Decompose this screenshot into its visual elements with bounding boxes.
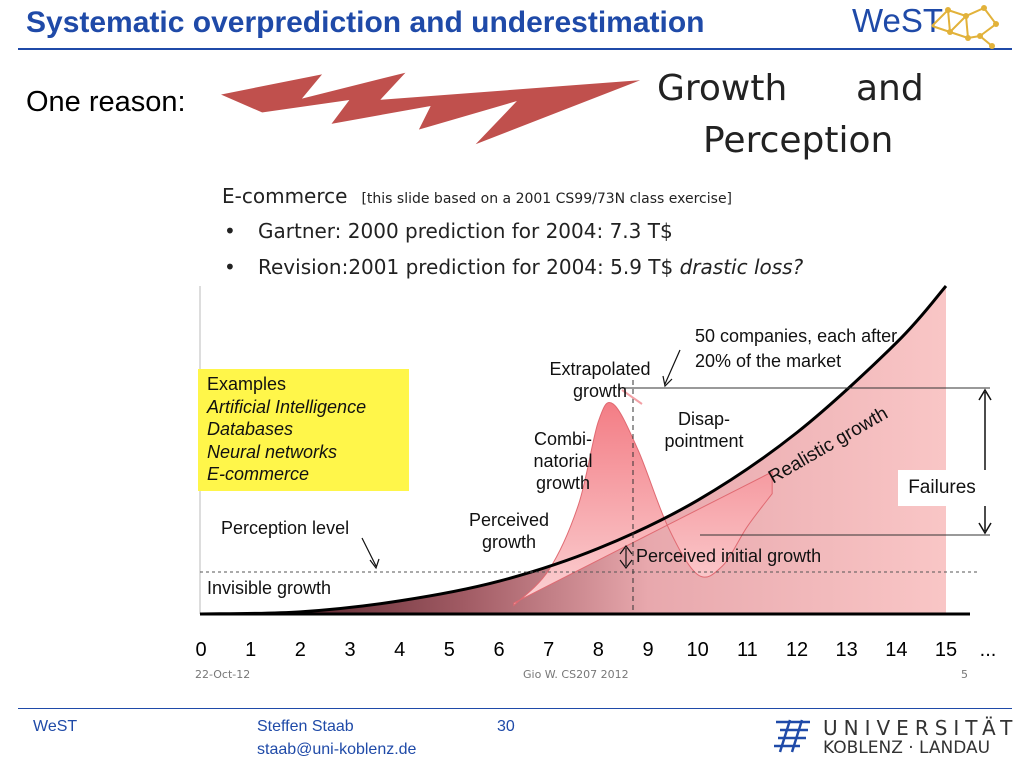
west-logo: WeST bbox=[852, 2, 944, 39]
extrapolated-line1: Extrapolated bbox=[549, 359, 651, 379]
combinatorial-line3: growth bbox=[535, 473, 591, 493]
invisible-growth-label: Invisible growth bbox=[207, 578, 332, 598]
inner-page-number: 5 bbox=[961, 668, 968, 681]
ecommerce-note: [this slide based on a 2001 CS99/73N cla… bbox=[361, 191, 733, 207]
university-logo-icon bbox=[774, 719, 810, 753]
university-name-line1: UNIVERSITÄT bbox=[823, 716, 1019, 740]
title-divider bbox=[18, 48, 1012, 50]
perception-level-label: Perception level bbox=[221, 518, 350, 538]
extrapolated-annotation: Extrapolated growth bbox=[536, 358, 664, 402]
footer-divider bbox=[18, 708, 1012, 709]
extrapolated-line2: growth bbox=[572, 381, 628, 401]
bullet-emphasis: drastic loss? bbox=[679, 255, 804, 279]
x-tick-label: 0 bbox=[195, 639, 206, 661]
combinatorial-annotation: Combi- natorial growth bbox=[502, 428, 624, 494]
x-tick-ellipsis: ... bbox=[980, 639, 997, 661]
companies-line2: 20% of the market bbox=[695, 351, 842, 371]
perceived-line1: Perceived bbox=[468, 510, 550, 530]
x-tick-label: 14 bbox=[885, 639, 907, 661]
growth-chart: 0 1 2 3 4 5 6 7 8 9 10 11 12 13 14 15... bbox=[195, 285, 996, 661]
x-tick-label: 13 bbox=[836, 639, 858, 661]
bullet-gartner: • Gartner: 2000 prediction for 2004: 7.3 … bbox=[224, 219, 673, 243]
x-tick-label: 2 bbox=[295, 639, 306, 661]
west-network-icon bbox=[931, 5, 999, 49]
intro-text: One reason: bbox=[26, 86, 186, 118]
growth-heading-line2: Perception bbox=[703, 120, 894, 161]
example-item: Neural networks bbox=[207, 441, 338, 462]
bullet-symbol: • bbox=[224, 255, 236, 279]
perceived-line2: growth bbox=[481, 532, 537, 552]
example-item: Artificial Intelligence bbox=[207, 396, 367, 417]
growth-heading-line1: Growth and bbox=[657, 68, 924, 109]
combinatorial-line1: Combi- bbox=[533, 429, 592, 449]
combinatorial-line2: natorial bbox=[533, 451, 593, 471]
ecommerce-heading: E-commerce [this slide based on a 2001 CS… bbox=[222, 184, 732, 208]
x-tick-label: 8 bbox=[593, 639, 604, 661]
x-tick-label: 15 bbox=[935, 639, 957, 661]
x-tick-label: 6 bbox=[493, 639, 504, 661]
slide-title: Systematic overprediction and underestim… bbox=[26, 6, 705, 39]
companies-line1: 50 companies, each after bbox=[695, 326, 898, 346]
footer-org: WeST bbox=[33, 718, 78, 735]
inner-date: 22-Oct-12 bbox=[195, 668, 251, 681]
realistic-growth-area bbox=[201, 286, 946, 614]
disappointment-line1: Disap- bbox=[677, 409, 730, 429]
x-tick-label: 9 bbox=[642, 639, 653, 661]
perceived-initial-label: Perceived initial growth bbox=[636, 546, 822, 566]
lightning-arrow-shape bbox=[211, 67, 651, 150]
footer-page-number: 30 bbox=[497, 718, 515, 735]
examples-box: Examples Artificial Intelligence Databas… bbox=[198, 369, 409, 491]
bullet-revision: • Revision:2001 prediction for 2004: 5.9 … bbox=[224, 255, 803, 279]
example-item: E-commerce bbox=[207, 464, 310, 484]
bullet-symbol: • bbox=[224, 219, 236, 243]
x-tick-label: 10 bbox=[687, 639, 709, 661]
disappointment-annotation: Disap- pointment bbox=[645, 408, 763, 452]
disappointment-pointer bbox=[621, 389, 643, 405]
failures-arrowheads bbox=[978, 388, 992, 535]
x-tick-label: 11 bbox=[737, 639, 758, 661]
x-tick-label: 4 bbox=[394, 639, 405, 661]
examples-heading: Examples bbox=[207, 374, 287, 394]
footer-email: staab@uni-koblenz.de bbox=[257, 741, 417, 758]
inner-credit: Gio W. CS207 2012 bbox=[523, 668, 629, 681]
bullet-text: Revision:2001 prediction for 2004: 5.9 T… bbox=[258, 255, 680, 279]
example-item: Databases bbox=[207, 419, 294, 439]
x-tick-label: 7 bbox=[543, 639, 554, 661]
x-axis-ticks: 0 1 2 3 4 5 6 7 8 9 10 11 12 13 14 15... bbox=[195, 639, 996, 661]
x-tick-label: 1 bbox=[245, 639, 256, 661]
x-tick-label: 3 bbox=[344, 639, 355, 661]
realistic-growth-curve bbox=[200, 285, 948, 616]
failures-label: Failures bbox=[898, 470, 986, 506]
perceived-growth-annotation: Perceived growth bbox=[452, 509, 566, 553]
x-tick-label: 5 bbox=[444, 639, 455, 661]
companies-annotation: 50 companies, each after 20% of the mark… bbox=[695, 324, 897, 374]
bullet-text: Gartner: 2000 prediction for 2004: 7.3 T… bbox=[258, 219, 673, 243]
disappointment-line2: pointment bbox=[664, 431, 744, 451]
x-tick-label: 12 bbox=[786, 639, 808, 661]
perception-level-pointer bbox=[361, 537, 380, 570]
perceived-initial-pointer bbox=[619, 545, 633, 569]
university-name-line2: KOBLENZ · LANDAU bbox=[823, 738, 991, 758]
footer-author: Steffen Staab bbox=[257, 718, 354, 735]
ecommerce-title: E-commerce bbox=[222, 184, 348, 208]
companies-pointer bbox=[662, 349, 681, 388]
